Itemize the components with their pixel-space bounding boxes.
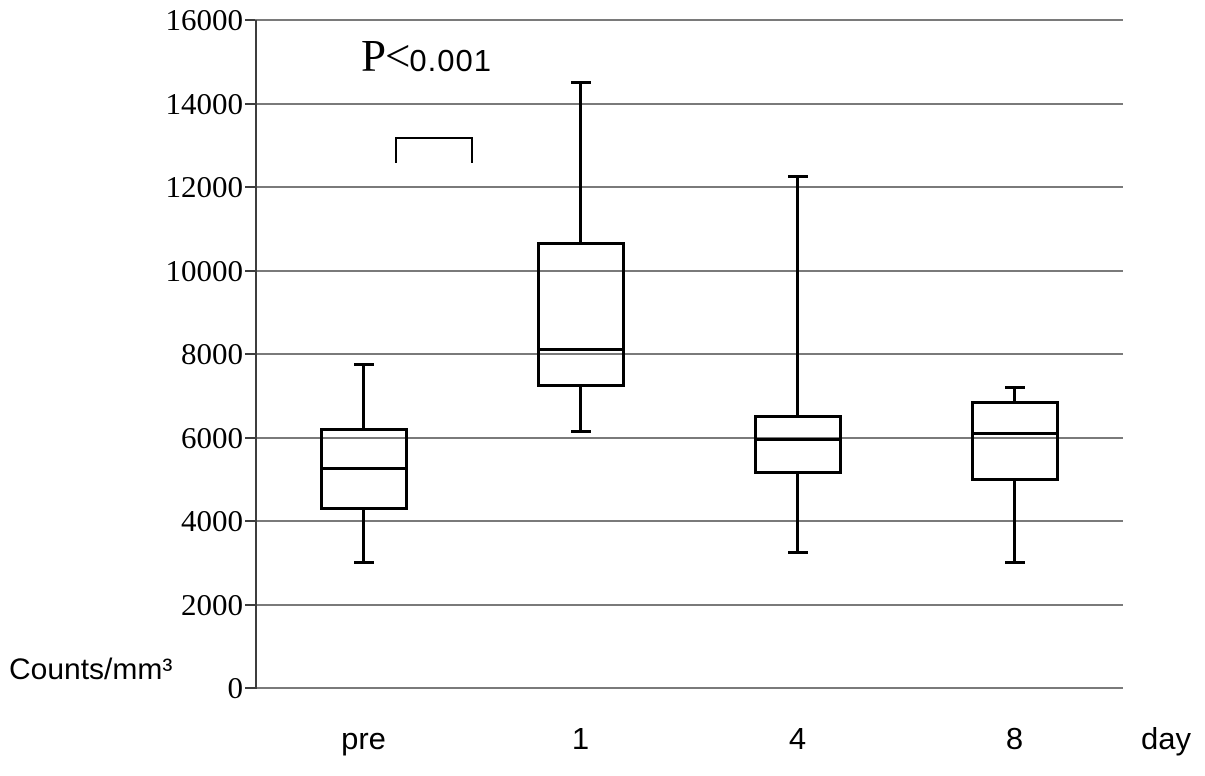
gridline-12000: [255, 186, 1123, 188]
median-line: [320, 467, 407, 471]
plot-area: [255, 19, 1123, 689]
gridline-2000: [255, 603, 1123, 606]
median-line: [537, 348, 624, 352]
y-axis-tick-4000: [245, 520, 255, 522]
lower-whisker-cap: [570, 429, 591, 433]
iqr-box: [753, 415, 842, 475]
y-axis-tick-0: [245, 687, 255, 689]
median-line: [754, 438, 841, 442]
p-value-annotation: P<0.001: [361, 30, 492, 82]
gridline-0: [255, 687, 1123, 689]
y-axis-unit-label: Counts/mm³: [9, 653, 173, 686]
boxplot-8: [255, 20, 1123, 688]
upper-whisker-line: [579, 82, 582, 244]
y-axis-tick-2000: [245, 603, 255, 606]
y-axis-tick-10000: [245, 269, 255, 272]
boxplot-1: [255, 20, 1123, 688]
gridline-10000: [255, 269, 1123, 272]
median-line: [971, 431, 1058, 435]
gridline-4000: [255, 520, 1123, 522]
y-axis-label-14000: 14000: [165, 85, 244, 121]
p-value-prefix: P<: [361, 31, 410, 81]
lower-whisker-line: [362, 508, 365, 563]
y-axis-tick-16000: [245, 19, 255, 21]
y-axis-tick-14000: [245, 102, 255, 105]
x-axis-label-1: 1: [571, 721, 590, 756]
boxplot-4: [255, 20, 1123, 688]
gridline-14000: [255, 102, 1123, 105]
y-axis-label-12000: 12000: [165, 169, 244, 204]
significance-bracket: [395, 137, 473, 163]
y-axis-label-16000: 16000: [165, 2, 244, 37]
gridline-16000: [255, 19, 1123, 21]
upper-whisker-cap: [1004, 385, 1025, 389]
lower-whisker-cap: [1004, 561, 1025, 565]
y-axis-label-6000: 6000: [181, 419, 243, 455]
x-axis-unit-label: day: [1141, 721, 1191, 756]
upper-whisker-line: [796, 176, 799, 417]
p-value-number: 0.001: [409, 43, 492, 78]
y-axis-tick-12000: [245, 186, 255, 188]
lower-whisker-line: [796, 472, 799, 553]
y-axis-tick-8000: [245, 353, 255, 355]
lower-whisker-cap: [353, 561, 374, 565]
upper-whisker-cap: [353, 362, 374, 366]
lower-whisker-line: [1013, 479, 1016, 563]
y-axis-label-0: 0: [227, 670, 244, 705]
upper-whisker-line: [1013, 387, 1016, 402]
upper-whisker-cap: [787, 175, 808, 179]
y-axis-line: [255, 20, 257, 689]
iqr-box: [536, 241, 625, 387]
iqr-box: [970, 400, 1059, 481]
upper-whisker-cap: [570, 81, 591, 85]
y-axis-label-8000: 8000: [181, 336, 243, 371]
y-axis-tick-6000: [245, 436, 255, 439]
y-axis-label-10000: 10000: [165, 252, 244, 288]
lower-whisker-line: [579, 385, 582, 432]
x-axis-label-8: 8: [1005, 721, 1024, 756]
gridline-8000: [255, 353, 1123, 355]
gridline-6000: [255, 436, 1123, 439]
y-axis-label-4000: 4000: [181, 503, 243, 538]
lower-whisker-cap: [787, 550, 808, 554]
y-axis-label-2000: 2000: [181, 586, 243, 622]
boxplot-pre: [255, 20, 1123, 688]
x-axis-label-4: 4: [788, 721, 807, 756]
x-axis-label-pre: pre: [341, 721, 386, 756]
upper-whisker-line: [362, 364, 365, 430]
